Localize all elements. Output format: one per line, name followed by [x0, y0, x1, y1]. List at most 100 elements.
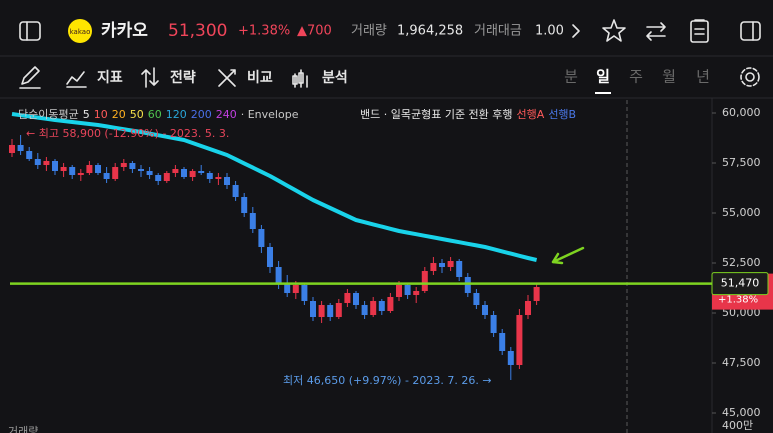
legend-item: 60 — [148, 108, 162, 121]
candle-body — [17, 145, 24, 151]
period-tab[interactable]: 일 — [596, 68, 610, 86]
volume-tick: 400만 — [722, 419, 753, 432]
candle-body — [52, 161, 58, 171]
candle-body — [439, 263, 445, 267]
candle-body — [421, 271, 428, 291]
candle-body — [456, 261, 463, 277]
candle-body — [198, 171, 205, 173]
change-pct: +1.38% — [238, 24, 290, 39]
settings-icon[interactable] — [745, 72, 755, 82]
legend-item: 밴드 · 일목균형표 기준 전환 후행 — [360, 107, 513, 121]
swap-icon[interactable] — [646, 22, 666, 41]
candle-body — [310, 301, 316, 317]
candle-body — [77, 173, 84, 175]
candle-body — [413, 291, 420, 295]
candle-body — [206, 173, 213, 179]
period-tab[interactable]: 월 — [662, 68, 676, 86]
candle-body — [370, 301, 377, 315]
y-tick-label: 47,500 — [722, 356, 761, 369]
candle-body — [430, 263, 437, 271]
candle-body — [69, 167, 76, 175]
draw-icon[interactable] — [19, 66, 41, 89]
candle-body — [396, 285, 402, 297]
tool-label[interactable]: 지표 — [97, 70, 123, 86]
candle-body — [146, 171, 153, 175]
candle-body — [361, 305, 368, 315]
y-tick-label: 60,000 — [722, 106, 761, 119]
legend-item: 240 — [216, 108, 237, 121]
candle-body — [525, 301, 531, 315]
candle-body — [9, 145, 15, 153]
candle-body — [447, 261, 454, 267]
low-annotation: 최저 46,650 (+9.97%) - 2023. 7. 26. → — [283, 374, 492, 387]
legend: 밴드 · 일목균형표 기준 전환 후행 선행A 선행B — [360, 107, 576, 121]
y-tick-label: 57,500 — [722, 156, 761, 169]
candle-body — [275, 267, 282, 283]
logo-text: kakao — [70, 28, 91, 36]
indicator-icon[interactable] — [66, 71, 87, 88]
volume: 1,964,258 — [397, 24, 463, 39]
high-annotation: ← 최고 58,900 (-12.90%) - 2023. 5. 3. — [26, 127, 229, 140]
candle-body — [215, 177, 222, 179]
tool-label[interactable]: 분석 — [322, 70, 348, 86]
candle-body — [507, 351, 514, 365]
candle-body — [490, 315, 497, 333]
candle-body — [499, 333, 506, 351]
candle-body — [86, 165, 93, 173]
legend: 단순이동평균 5 10 20 50 60 120 200 240 · Envelope — [18, 108, 299, 121]
current-change: +1.38% — [718, 295, 758, 306]
candle-body — [138, 169, 144, 171]
candle-body — [232, 185, 239, 197]
legend-item: 20 — [112, 108, 126, 121]
logo — [68, 19, 92, 43]
legend-item: 선행B — [548, 108, 576, 121]
panel-icon[interactable] — [19, 21, 41, 41]
y-tick-label: 52,500 — [722, 256, 761, 269]
more-arrow[interactable] — [572, 24, 580, 38]
y-tick-label: 55,000 — [722, 206, 761, 219]
period-tab[interactable]: 년 — [696, 68, 710, 86]
legend-item: 선행A — [517, 108, 545, 121]
period-tab[interactable]: 분 — [564, 68, 578, 86]
tool-label[interactable]: 비교 — [247, 70, 273, 86]
legend-item: 50 — [130, 108, 144, 121]
candle-body — [404, 285, 411, 295]
ma-line — [11, 112, 538, 262]
candle-body — [301, 285, 308, 301]
candle-body — [378, 301, 385, 311]
header: kakao 카카오 51,300 +1.38% ▲700 거래량 1,964,2… — [19, 16, 761, 46]
candle-body — [473, 293, 480, 305]
legend-item: 10 — [94, 108, 108, 121]
period-tab[interactable]: 주 — [629, 68, 643, 86]
legend-item: · Envelope — [241, 108, 299, 121]
candle-body — [172, 169, 179, 173]
note-icon-lines — [694, 19, 705, 35]
volume-label: 거래량 — [8, 425, 38, 433]
note-icon[interactable] — [690, 20, 709, 43]
tool-label[interactable]: 전략 — [170, 69, 196, 86]
candle-body — [26, 151, 33, 159]
star-icon[interactable] — [602, 19, 626, 42]
compare-icon[interactable] — [218, 69, 236, 87]
strategy-icon[interactable] — [141, 67, 159, 88]
candle-body — [34, 159, 41, 165]
candle-body — [155, 175, 162, 181]
candle-body — [258, 229, 265, 247]
stock-name: 카카오 — [101, 21, 148, 41]
settings-gear — [740, 67, 760, 87]
candle-body — [224, 177, 230, 185]
candle-body — [43, 161, 50, 165]
candle-body — [353, 293, 359, 305]
candle-body — [60, 167, 67, 171]
amount: 1.00 — [535, 24, 564, 39]
candle-body — [533, 287, 540, 301]
candle-body — [516, 315, 523, 365]
side-panel-icon[interactable] — [740, 21, 761, 41]
price: 51,300 — [168, 21, 227, 41]
candle-body — [120, 163, 127, 167]
change-abs: ▲700 — [297, 24, 332, 39]
analysis-icon[interactable] — [292, 69, 308, 88]
candle-body — [327, 305, 334, 317]
candle-body — [292, 285, 299, 293]
